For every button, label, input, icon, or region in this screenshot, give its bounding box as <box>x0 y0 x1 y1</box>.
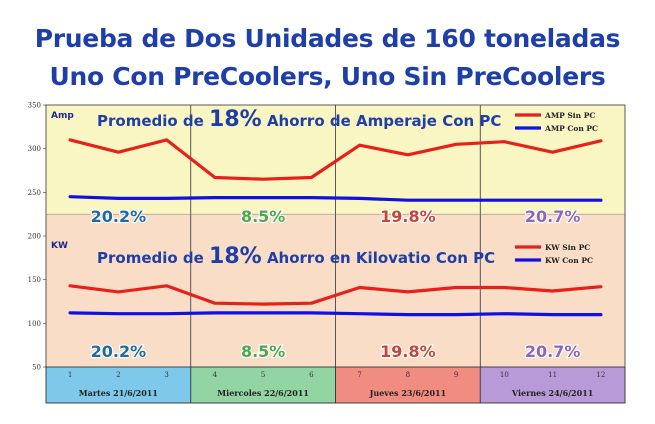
legend-label: KW Sin PC <box>545 243 590 252</box>
headline-text: Ahorro de Amperaje Con PC <box>262 112 502 130</box>
x-tick-label: 1 <box>68 371 72 379</box>
legend-label: KW Con PC <box>545 256 593 265</box>
unit-label: Amp <box>51 111 74 121</box>
headline-percent: 18% <box>209 107 262 132</box>
savings-percentage: 19.8% <box>380 342 436 361</box>
y-tick-label: 250 <box>28 189 41 197</box>
x-tick-label: 6 <box>309 371 314 379</box>
series-line <box>68 138 603 181</box>
y-tick-label: 100 <box>28 320 41 328</box>
y-tick-label: 350 <box>28 102 41 110</box>
legend-label: AMP Sin PC <box>544 111 595 120</box>
series-line <box>68 284 603 306</box>
unit-label: KW <box>51 241 68 251</box>
savings-percentage: 20.7% <box>525 207 581 226</box>
day-label: Jueves 23/6/2011 <box>369 388 447 398</box>
x-tick-label: 9 <box>454 371 458 379</box>
series-line <box>68 195 603 202</box>
headline: Promedio de 18% Ahorro de Amperaje Con P… <box>97 107 501 132</box>
x-tick-label: 11 <box>548 371 557 379</box>
x-tick-label: 4 <box>213 371 218 379</box>
legend-label: AMP Con PC <box>544 124 598 133</box>
savings-percentage: 8.5% <box>241 342 285 361</box>
headline-text: Ahorro en Kilovatio Con PC <box>262 249 495 267</box>
day-label: Viernes 24/6/2011 <box>511 388 593 398</box>
savings-percentage: 20.7% <box>525 342 581 361</box>
day-label: Martes 21/6/2011 <box>79 388 158 398</box>
headline-percent: 18% <box>209 244 262 269</box>
savings-percentage: 20.2% <box>91 207 147 226</box>
day-strip <box>45 366 192 404</box>
savings-percentage: 8.5% <box>241 207 285 226</box>
series-line <box>68 311 603 317</box>
headline: Promedio de 18% Ahorro en Kilovatio Con … <box>97 244 495 269</box>
x-tick-label: 7 <box>357 371 361 379</box>
headline-text: Promedio de <box>97 112 209 130</box>
x-tick-label: 10 <box>500 371 509 379</box>
chart-subtitle: Uno Con PreCoolers, Uno Sin PreCoolers <box>49 62 606 91</box>
day-label: Miercoles 22/6/2011 <box>217 388 309 398</box>
savings-percentage: 20.2% <box>91 342 147 361</box>
chart-title: Prueba de Dos Unidades de 160 toneladas <box>34 24 621 53</box>
y-tick-label: 200 <box>28 233 41 241</box>
x-tick-label: 8 <box>406 371 410 379</box>
headline-text: Promedio de <box>97 249 209 267</box>
day-strip <box>190 366 336 404</box>
savings-percentage: 19.8% <box>380 207 436 226</box>
x-tick-label: 3 <box>164 371 168 379</box>
x-tick-label: 5 <box>261 371 265 379</box>
x-tick-label: 2 <box>116 371 120 379</box>
y-tick-label: 150 <box>28 276 41 284</box>
y-tick-label: 50 <box>32 364 41 372</box>
x-tick-label: 12 <box>596 371 605 379</box>
y-tick-label: 300 <box>28 145 41 153</box>
